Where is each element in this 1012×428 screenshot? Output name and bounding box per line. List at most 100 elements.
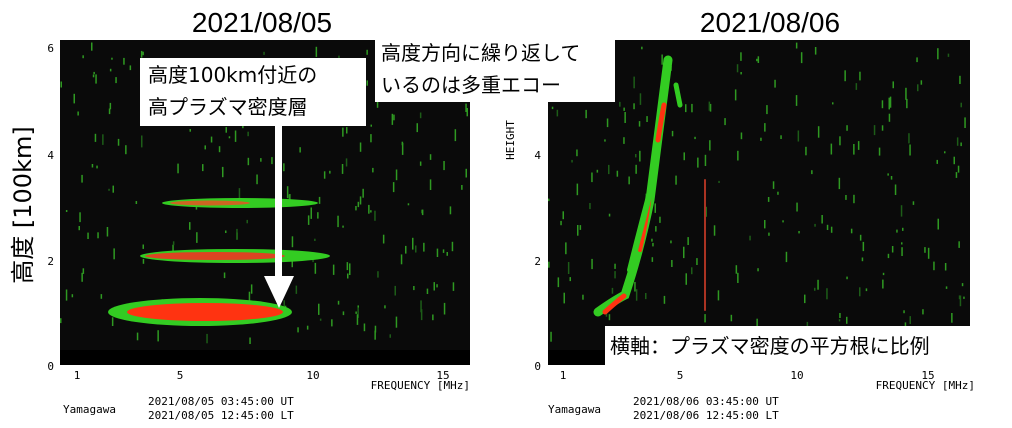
noise-dot	[764, 123, 766, 132]
noise-dot	[113, 186, 115, 193]
noise-dot	[109, 109, 111, 115]
noise-dot	[91, 43, 93, 51]
noise-dot	[704, 314, 706, 322]
noise-dot	[922, 309, 924, 314]
noise-dot	[342, 128, 344, 137]
noise-dot	[343, 311, 345, 315]
noise-dot	[636, 289, 638, 301]
noise-dot	[796, 203, 798, 212]
noise-dot	[882, 280, 884, 289]
y-tick-label: 2	[534, 255, 541, 268]
noise-dot	[450, 206, 452, 214]
noise-dot	[393, 182, 395, 192]
y-tick-label: 4	[47, 149, 54, 162]
noise-dot	[635, 154, 637, 157]
noise-dot	[768, 197, 770, 202]
noise-dot	[360, 196, 362, 204]
noise-dot	[798, 131, 800, 142]
noise-dot	[112, 317, 114, 326]
annotation-line: いるのは多重エコー	[381, 73, 561, 97]
noise-dot	[672, 131, 674, 136]
noise-dot	[548, 199, 550, 202]
noise-dot	[297, 327, 299, 332]
noise-dot	[226, 127, 228, 133]
noise-dot	[910, 316, 912, 324]
noise-dot	[839, 319, 841, 321]
noise-dot	[66, 210, 68, 212]
noise-dot	[889, 98, 891, 110]
noise-dot	[805, 147, 807, 156]
y-tick-label: 2	[47, 255, 54, 268]
noise-dot	[937, 160, 939, 164]
noise-dot	[659, 217, 661, 223]
noise-dot	[452, 242, 454, 251]
noise-dot	[893, 81, 895, 88]
noise-dot	[623, 137, 625, 144]
noise-dot	[826, 288, 828, 299]
noise-dot	[604, 139, 606, 141]
noise-dot	[697, 158, 699, 168]
noise-dot	[443, 249, 445, 253]
noise-dot	[113, 248, 115, 259]
noise-dot	[263, 52, 265, 55]
noise-dot	[368, 205, 370, 214]
noise-dot	[342, 164, 344, 174]
noise-dot	[774, 80, 776, 88]
noise-dot	[421, 210, 423, 214]
noise-dot	[608, 165, 610, 174]
noise-dot	[896, 230, 898, 233]
noise-dot	[901, 242, 903, 244]
noise-dot	[177, 164, 179, 174]
noise-dot	[757, 268, 759, 271]
noise-dot	[81, 175, 83, 183]
noise-dot	[346, 158, 348, 166]
noise-dot	[815, 47, 817, 55]
noise-dot	[891, 176, 893, 180]
noise-dot	[87, 233, 89, 239]
noise-dot	[741, 133, 743, 140]
noise-dot	[890, 97, 892, 108]
noise-dot	[609, 314, 611, 320]
noise-dot	[434, 282, 436, 290]
noise-dot	[737, 151, 739, 161]
noise-dot	[860, 235, 862, 241]
noise-dot	[735, 89, 737, 100]
noise-dot	[938, 219, 940, 230]
noise-dot	[235, 131, 237, 142]
noise-dot	[420, 300, 422, 312]
noise-dot	[917, 84, 919, 91]
noise-dot	[256, 175, 258, 185]
noise-dot	[619, 102, 621, 107]
noise-dot	[675, 176, 677, 185]
noise-dot	[685, 104, 687, 112]
noise-dot	[249, 338, 251, 345]
noise-dot	[796, 95, 798, 106]
noise-dot	[77, 112, 79, 116]
noise-dot	[786, 252, 788, 262]
noise-dot	[251, 284, 253, 293]
noise-dot	[420, 113, 422, 119]
noise-dot	[557, 110, 559, 117]
noise-dot	[72, 294, 74, 297]
noise-dot	[902, 228, 904, 231]
noise-dot	[346, 127, 348, 133]
noise-dot	[957, 137, 959, 145]
noise-dot	[60, 318, 62, 323]
noise-dot	[97, 232, 99, 238]
noise-dot	[612, 288, 614, 294]
noise-dot	[430, 154, 432, 160]
noise-dot	[958, 166, 960, 173]
annotation-line: 高度100km付近の	[148, 63, 317, 87]
arrow-shaft	[275, 126, 282, 278]
noise-dot	[347, 274, 349, 279]
noise-dot	[61, 82, 63, 88]
noise-dot	[614, 264, 616, 269]
y-tick-label: 6	[47, 42, 54, 55]
noise-dot	[110, 103, 112, 109]
noise-dot	[879, 148, 881, 156]
noise-dot	[219, 146, 221, 152]
noise-dot	[655, 226, 657, 232]
noise-dot	[944, 151, 946, 153]
noise-dot	[831, 227, 833, 233]
x-tick-label: 1	[560, 369, 567, 382]
